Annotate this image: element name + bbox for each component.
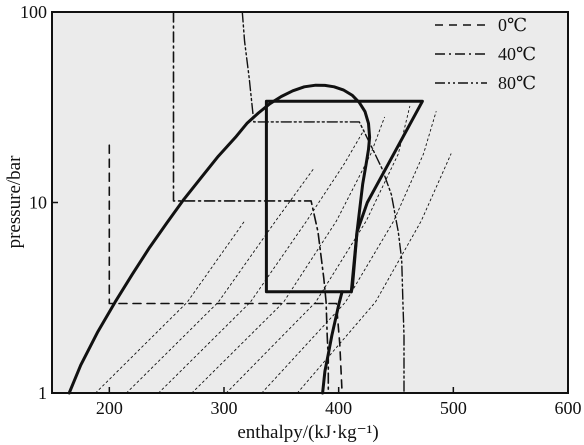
series-line-9 bbox=[191, 116, 385, 394]
legend-label: 0℃ bbox=[498, 15, 527, 35]
series-line-2 bbox=[241, 11, 405, 394]
x-tick-label: 600 bbox=[555, 398, 582, 418]
x-axis-label: enthalpy/(kJ·kg⁻¹) bbox=[237, 422, 378, 443]
plot-area-background bbox=[52, 12, 568, 393]
series-line-11 bbox=[261, 111, 437, 394]
x-tick-label: 400 bbox=[325, 398, 352, 418]
y-tick-label: 10 bbox=[29, 193, 47, 213]
series-line-1 bbox=[172, 11, 330, 394]
series-line-0 bbox=[108, 144, 343, 394]
tick-layer: 200 300 400 500 600 1 10 100 bbox=[20, 2, 582, 418]
x-tick-label: 500 bbox=[440, 398, 467, 418]
series-line-3 bbox=[67, 83, 372, 395]
series-line-10 bbox=[225, 105, 411, 394]
y-axis-label: pressure/bar bbox=[4, 155, 25, 249]
series-line-6 bbox=[95, 220, 246, 394]
x-tick-label: 300 bbox=[211, 398, 238, 418]
series-line-12 bbox=[296, 153, 452, 394]
series-line-5 bbox=[321, 290, 344, 395]
legend-label: 80℃ bbox=[498, 73, 536, 93]
series-layer bbox=[67, 11, 452, 395]
series-line-8 bbox=[158, 129, 365, 394]
x-tick-label: 200 bbox=[96, 398, 123, 418]
legend: 0℃ 40℃ 80℃ bbox=[435, 15, 536, 93]
y-tick-label: 1 bbox=[38, 383, 47, 403]
legend-label: 40℃ bbox=[498, 44, 536, 64]
series-line-7 bbox=[126, 168, 314, 394]
y-tick-label: 100 bbox=[20, 2, 47, 22]
